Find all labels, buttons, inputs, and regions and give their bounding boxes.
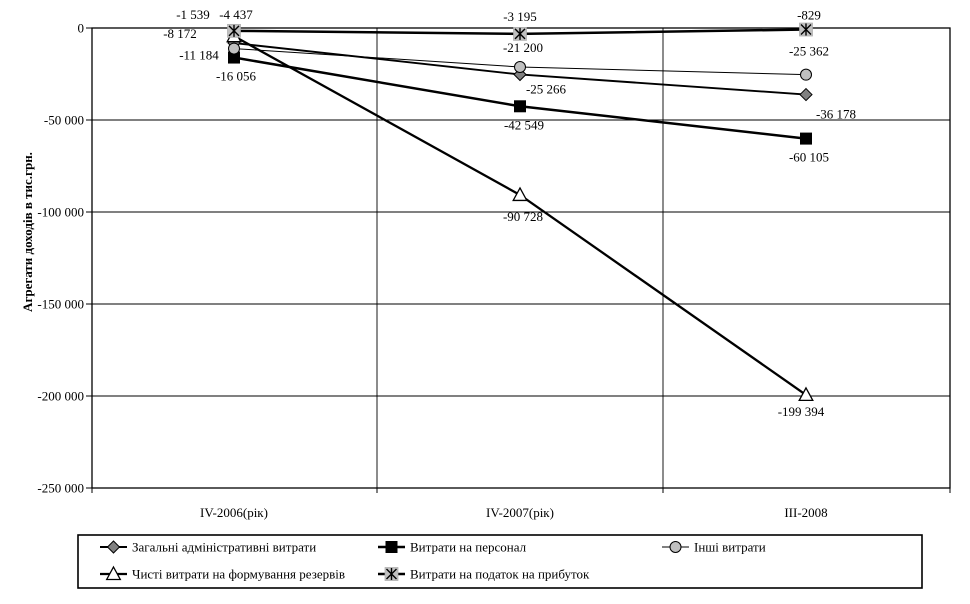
legend-item-label: Витрати на персонал xyxy=(410,540,527,555)
y-tick-label: -100 000 xyxy=(37,205,84,220)
square-marker-icon xyxy=(800,132,812,145)
series-4 xyxy=(227,22,813,41)
circle-marker-icon xyxy=(669,541,682,553)
data-label: -16 056 xyxy=(216,69,257,84)
legend: Загальні адміністративні витрати Витрати … xyxy=(77,534,923,589)
square-shape xyxy=(800,132,812,145)
data-label: -21 200 xyxy=(503,40,543,55)
data-label: -25 266 xyxy=(526,81,567,96)
data-label: -829 xyxy=(797,8,821,23)
square-shape xyxy=(385,541,398,553)
legend-item-label: Інші витрати xyxy=(694,540,766,555)
legend-item: Витрати на персонал xyxy=(378,540,527,555)
diamond-shape xyxy=(513,67,527,82)
diamond-marker-icon xyxy=(799,87,813,102)
y-tick-label: -150 000 xyxy=(37,297,84,312)
data-label: -4 437 xyxy=(219,7,253,22)
data-label: -42 549 xyxy=(504,117,544,132)
x-axis-label: III-2008 xyxy=(784,505,827,520)
star-lines xyxy=(514,27,526,40)
square-shape xyxy=(514,100,526,113)
star-lines xyxy=(800,23,812,36)
data-label: -8 172 xyxy=(163,26,197,41)
triangle-marker-icon xyxy=(105,565,122,581)
y-axis-title: Агрегати доходів в тис.грн. xyxy=(20,152,35,312)
diamond-shape xyxy=(799,87,813,102)
legend-box xyxy=(77,534,923,589)
legend-item: Витрати на податок на прибуток xyxy=(378,567,590,582)
circle-marker-icon xyxy=(514,61,526,74)
circle-shape xyxy=(669,541,682,553)
y-tick-label: 0 xyxy=(78,21,85,36)
y-tick-label: -250 000 xyxy=(37,481,84,496)
circle-shape xyxy=(514,61,526,74)
star-marker-icon xyxy=(513,27,527,41)
triangle-shape xyxy=(798,386,814,402)
triangle-shape xyxy=(512,186,528,202)
y-tick-label: -50 000 xyxy=(44,113,84,128)
star-marker-icon xyxy=(384,567,399,581)
legend-item-label: Загальні адміністративні витрати xyxy=(132,540,316,555)
diamond-marker-icon xyxy=(513,67,527,82)
triangle-marker-icon xyxy=(798,386,814,402)
square-marker-icon xyxy=(385,541,398,553)
star-lines xyxy=(228,24,240,37)
data-label: -3 195 xyxy=(503,9,537,24)
data-label: -199 394 xyxy=(778,404,825,419)
legend-item: Інші витрати xyxy=(662,540,766,555)
data-label: -60 105 xyxy=(789,150,829,165)
data-label: -11 184 xyxy=(179,48,219,63)
legend-item-label: Витрати на податок на прибуток xyxy=(410,567,590,582)
series-1 xyxy=(228,51,812,145)
circle-marker-icon xyxy=(800,68,812,81)
diamond-shape xyxy=(106,540,121,554)
data-label: -25 362 xyxy=(789,44,829,59)
circle-marker-icon xyxy=(228,42,240,55)
legend-item: Загальні адміністративні витрати xyxy=(100,540,316,555)
legend-item-label: Чисті витрати на формування резервів xyxy=(132,567,345,582)
y-tick-label: -200 000 xyxy=(37,389,84,404)
series-2 xyxy=(228,42,812,81)
data-label: -90 728 xyxy=(503,209,543,224)
legend-item: Чисті витрати на формування резервів xyxy=(100,565,345,582)
x-axis-label: IV-2006(рік) xyxy=(200,505,268,520)
triangle-marker-icon xyxy=(512,186,528,202)
data-label: -36 178 xyxy=(816,107,856,122)
data-label: -1 539 xyxy=(176,7,210,22)
diamond-marker-icon xyxy=(106,540,121,554)
circle-shape xyxy=(228,42,240,55)
x-axis-label: IV-2007(рік) xyxy=(486,505,554,520)
plot-border xyxy=(91,27,951,489)
triangle-shape xyxy=(105,565,122,581)
star-marker-icon xyxy=(227,23,241,38)
star-lines xyxy=(386,568,397,580)
circle-shape xyxy=(800,68,812,81)
star-marker-icon xyxy=(799,22,813,37)
square-marker-icon xyxy=(514,100,526,113)
